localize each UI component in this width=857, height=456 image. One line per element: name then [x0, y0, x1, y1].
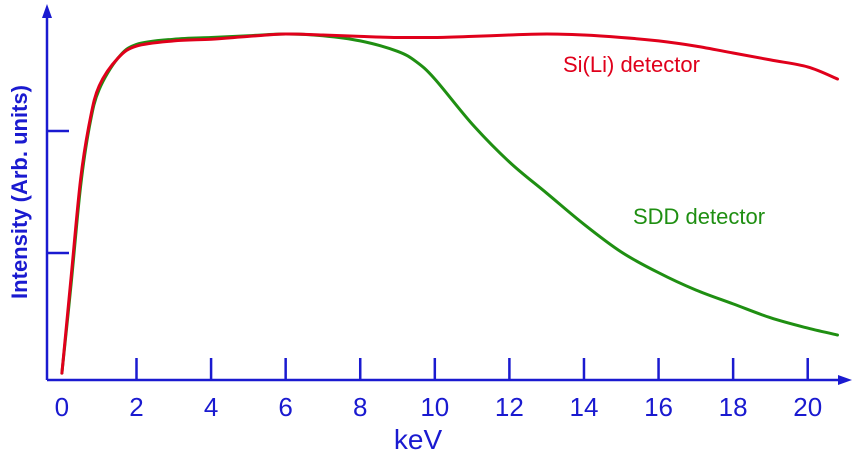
- x-tick-label: 16: [644, 392, 673, 422]
- series-line-sili: [60, 32, 839, 375]
- x-tick-label: 20: [793, 392, 822, 422]
- x-tick-label: 14: [570, 392, 599, 422]
- x-tick-labels: 0 2 4 6 8 10 12 14 16 18 20: [55, 392, 822, 422]
- x-ticks: [135, 358, 809, 380]
- x-tick-label: 4: [204, 392, 218, 422]
- series-lines: [60, 32, 839, 375]
- x-tick-label: 12: [495, 392, 524, 422]
- series-label-sdd: SDD detector: [633, 204, 765, 229]
- x-tick-label: 0: [55, 392, 69, 422]
- x-tick-label: 8: [353, 392, 367, 422]
- y-axis-title: Intensity (Arb. units): [7, 85, 32, 299]
- x-tick-label: 18: [719, 392, 748, 422]
- y-axis-arrow: [42, 4, 52, 18]
- x-axis-title: keV: [394, 424, 443, 455]
- x-tick-label: 6: [278, 392, 292, 422]
- x-axis-arrow: [838, 375, 852, 385]
- series-label-sili: Si(Li) detector: [563, 52, 700, 77]
- x-tick-label: 10: [420, 392, 449, 422]
- x-tick-label: 2: [129, 392, 143, 422]
